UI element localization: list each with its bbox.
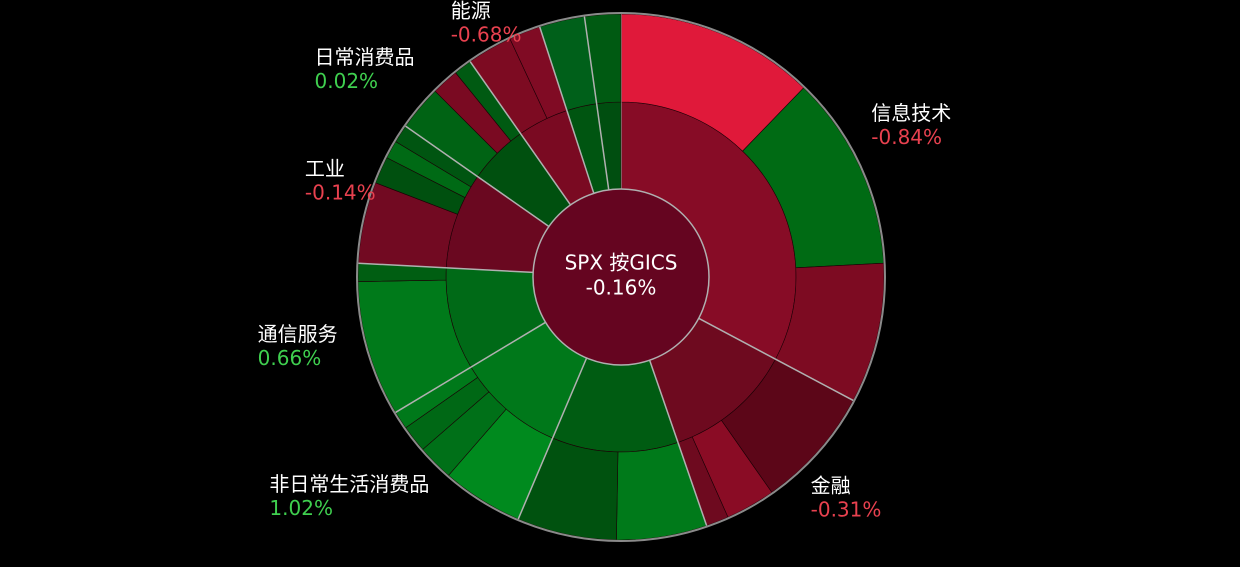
sector-change: 1.02% [269,496,333,520]
sector-divider [395,321,546,414]
sector-name: 能源 [451,0,491,23]
sector-change: -0.31% [811,498,882,522]
sector-divider [517,357,588,520]
sector-change: 0.02% [315,69,379,93]
sector-name: 工业 [305,156,345,180]
center-title: SPX 按GICS [565,251,678,275]
sector-name: 信息技术 [871,101,951,125]
sector-divider [583,16,610,190]
sector-divider [469,61,572,206]
outer-ring [356,12,886,542]
sector-label: 能源-0.68% [451,0,522,47]
sector-name: 日常消费品 [315,45,415,69]
sector-divider [698,317,854,402]
sector-name: 非日常生活消费品 [269,472,429,496]
sector-change: -0.14% [305,180,376,204]
center [532,188,710,366]
sector-divider [405,125,550,228]
sector-divider [539,26,595,194]
sector-label: 工业-0.14% [305,156,376,204]
sector-change: 0.66% [258,346,322,370]
sector-change: -0.84% [871,125,942,149]
sector-name: 通信服务 [258,322,338,346]
sector-change: -0.68% [451,23,522,47]
center-change: -0.16% [586,276,657,300]
sector-divider [358,262,534,274]
sector-label: 金融-0.31% [811,474,882,522]
sector-divider [648,359,708,526]
sector-name: 金融 [811,474,851,498]
sector-label: 信息技术-0.84% [871,101,951,149]
